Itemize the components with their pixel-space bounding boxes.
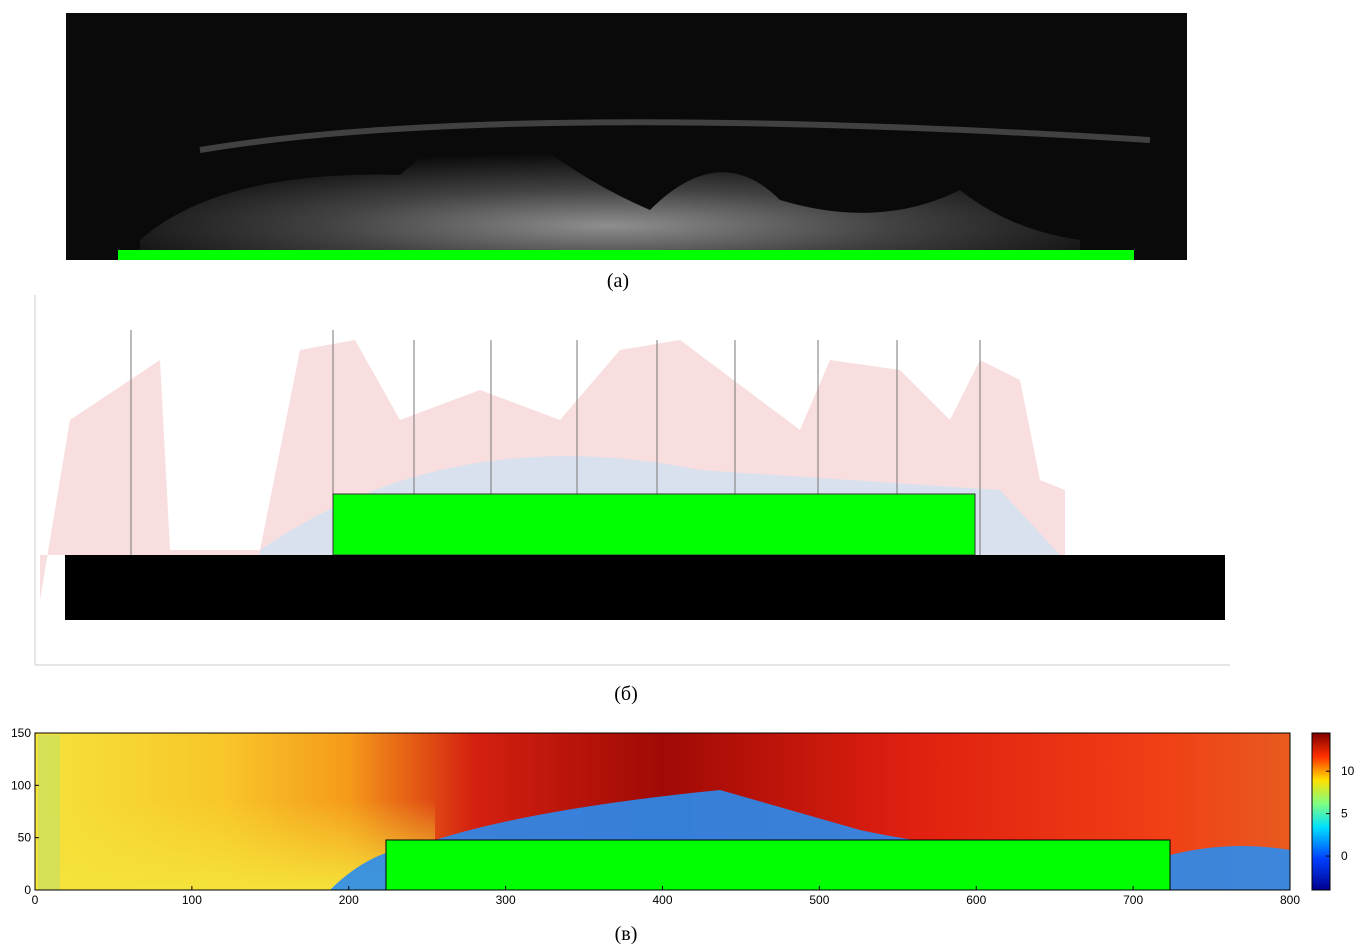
panel-a: (a) [66, 13, 1187, 292]
x-tick-label: 400 [652, 893, 672, 907]
y-tick-label: 150 [11, 726, 31, 740]
figure: (a) (б) (в) 0100200300400500600700800050… [0, 0, 1357, 950]
x-tick-label: 0 [32, 893, 39, 907]
inlet [38, 735, 60, 890]
colorbar [1312, 733, 1330, 890]
colorbar-tick-label: 5 [1341, 807, 1348, 821]
y-tick-label: 50 [18, 831, 32, 845]
panel-c: (в) 0 100 200 300 400 500 600 700 800 0 50 100 150 0 5… [11, 726, 1355, 945]
x-tick-label: 500 [809, 893, 829, 907]
x-tick-label: 100 [182, 893, 202, 907]
obstacle [386, 840, 1170, 890]
y-tick-label: 100 [11, 778, 31, 792]
colorbar-tick-label: 0 [1341, 849, 1348, 863]
ground [65, 555, 1225, 620]
y-tick-label: 0 [24, 883, 31, 897]
x-tick-label: 200 [339, 893, 359, 907]
x-tick-label: 600 [966, 893, 986, 907]
obstacle [333, 494, 975, 555]
obstacle [118, 250, 1134, 260]
panel-b: (б) [35, 295, 1230, 705]
panel-label: (a) [607, 270, 629, 292]
x-tick-label: 700 [1123, 893, 1143, 907]
panel-label: (б) [614, 683, 638, 705]
panel-label: (в) [615, 923, 638, 945]
x-tick-label: 800 [1280, 893, 1300, 907]
x-tick-label: 300 [496, 893, 516, 907]
colorbar-tick-label: 10 [1341, 764, 1355, 778]
